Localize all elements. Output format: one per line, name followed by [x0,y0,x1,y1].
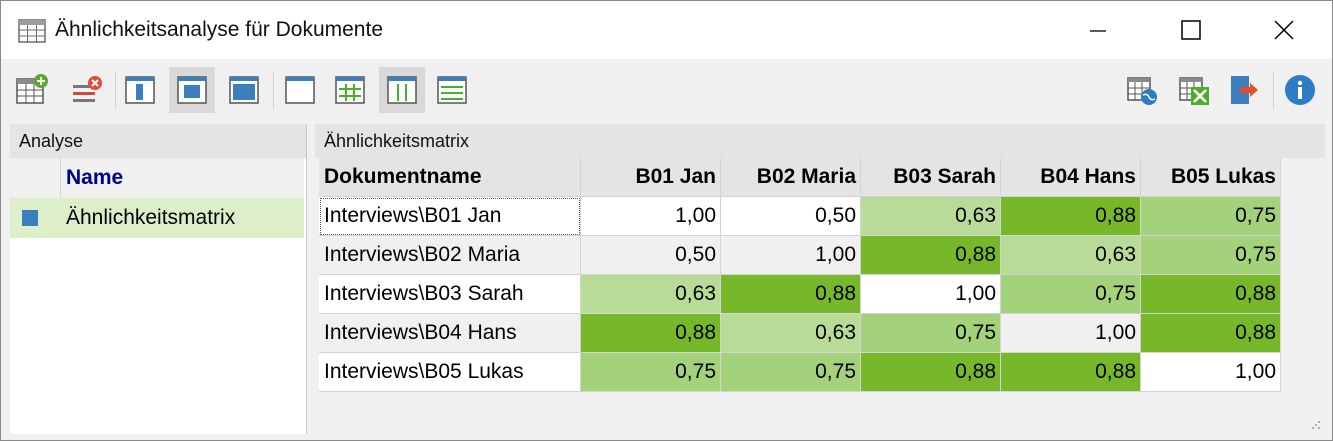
similarity-cell[interactable]: 1,00 [581,197,721,236]
title-bar: Ähnlichkeitsanalyse für Dokumente [1,1,1332,59]
close-icon [1274,20,1294,40]
grid-lines-button[interactable] [327,67,373,113]
window-title: Ähnlichkeitsanalyse für Dokumente [55,18,384,41]
toolbar-separator [273,71,274,109]
column-header[interactable]: Dokumentname [319,158,581,197]
layout-full-button[interactable] [221,67,267,113]
similarity-cell[interactable]: 0,63 [581,275,721,314]
export-icon [1231,76,1258,104]
column-divider [60,158,61,198]
similarity-cell[interactable]: 0,50 [721,197,861,236]
vertical-lines-icon [387,76,417,104]
similarity-cell[interactable]: 0,88 [861,236,1001,275]
list-item[interactable]: Ähnlichkeitsmatrix [10,198,304,238]
minimize-icon [1090,30,1106,32]
add-table-button[interactable] [9,67,55,113]
web-export-button[interactable] [1119,67,1165,113]
analysis-panel: Analyse Name Ähnlichkeitsmatrix [10,124,307,434]
table-app-icon [18,19,46,43]
row-document-name[interactable]: Interviews\B03 Sarah [319,275,581,314]
similarity-cell[interactable]: 0,63 [721,314,861,353]
vertical-lines-button[interactable] [379,67,425,113]
column-header[interactable]: B05 Lukas [1141,158,1281,197]
similarity-cell[interactable]: 0,88 [1141,314,1281,353]
similarity-cell[interactable]: 0,88 [861,353,1001,392]
similarity-cell[interactable]: 0,75 [861,314,1001,353]
similarity-cell[interactable]: 0,50 [581,236,721,275]
layout-center-button[interactable] [169,67,215,113]
blank-table-icon [285,76,315,104]
similarity-cell[interactable]: 0,63 [1001,236,1141,275]
column-header[interactable]: B03 Sarah [861,158,1001,197]
pane-splitter[interactable] [307,124,315,434]
row-document-name[interactable]: Interviews\B05 Lukas [319,353,581,392]
similarity-cell[interactable]: 0,75 [1141,236,1281,275]
row-document-name[interactable]: Interviews\B01 Jan [319,197,581,236]
info-button[interactable] [1277,67,1323,113]
similarity-cell[interactable]: 1,00 [1141,353,1281,392]
layout-left-button[interactable] [117,67,163,113]
similarity-cell[interactable]: 0,88 [721,275,861,314]
resize-grip-icon[interactable] [1311,420,1321,430]
grid-lines-icon [335,76,365,104]
matrix-panel: Ähnlichkeitsmatrix Dokumentname B01 Jan B0… [315,124,1325,434]
analysis-panel-header: Analyse [10,124,306,158]
row-document-name[interactable]: Interviews\B04 Hans [319,314,581,353]
similarity-cell[interactable]: 0,75 [1141,197,1281,236]
add-table-icon [16,74,48,104]
similarity-cell[interactable]: 1,00 [861,275,1001,314]
horizontal-lines-button[interactable] [429,67,475,113]
toolbar-separator [115,71,116,109]
horizontal-lines-icon [437,76,467,104]
row-document-name[interactable]: Interviews\B02 Maria [319,236,581,275]
matrix-panel-header: Ähnlichkeitsmatrix [315,124,1325,158]
similarity-cell[interactable]: 0,63 [861,197,1001,236]
info-icon [1285,75,1315,105]
layout-left-icon [125,76,155,104]
layout-center-icon [177,76,207,104]
close-button[interactable] [1254,9,1314,51]
similarity-cell[interactable]: 0,75 [721,353,861,392]
similarity-cell[interactable]: 0,88 [1141,275,1281,314]
excel-export-icon [1179,77,1209,105]
similarity-cell[interactable]: 0,75 [1001,275,1141,314]
layout-full-icon [229,76,259,104]
analysis-list-header: Name [10,158,304,198]
excel-export-button[interactable] [1171,67,1217,113]
toolbar-separator [1273,71,1274,109]
similarity-cell[interactable]: 0,88 [1001,353,1141,392]
list-item-label: Ähnlichkeitsmatrix [66,206,236,229]
maximize-button[interactable] [1161,9,1221,51]
name-column-header[interactable]: Name [66,166,124,189]
similarity-cell[interactable]: 1,00 [721,236,861,275]
column-header[interactable]: B04 Hans [1001,158,1141,197]
blank-table-button[interactable] [277,67,323,113]
minimize-button[interactable] [1068,9,1128,51]
similarity-cell[interactable]: 0,88 [581,314,721,353]
similarity-cell[interactable]: 1,00 [1001,314,1141,353]
maximize-icon [1181,20,1201,40]
export-button[interactable] [1221,67,1267,113]
column-header[interactable]: B01 Jan [581,158,721,197]
web-export-icon [1127,77,1157,105]
remove-row-button[interactable] [63,67,109,113]
matrix-item-icon [22,210,38,226]
similarity-cell[interactable]: 0,75 [581,353,721,392]
toolbar [1,59,1332,123]
column-header[interactable]: B02 Maria [721,158,861,197]
remove-row-icon [73,76,102,102]
similarity-cell[interactable]: 0,88 [1001,197,1141,236]
